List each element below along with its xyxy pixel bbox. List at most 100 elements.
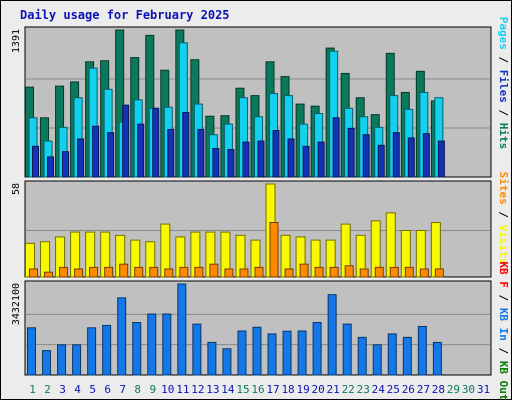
kb-in-bar	[42, 350, 52, 376]
sites-bar	[74, 268, 84, 278]
sites-bar	[344, 265, 354, 278]
sites-bar	[314, 266, 324, 278]
day-label: 15	[236, 383, 249, 396]
pages-bar	[362, 134, 370, 178]
day-label: 19	[296, 383, 309, 396]
sites-bar	[164, 268, 174, 278]
pages-bar	[242, 141, 250, 178]
day-label: 23	[357, 383, 370, 396]
sites-bar	[359, 268, 369, 278]
sites-bar	[269, 221, 279, 278]
legend-sep: /	[497, 50, 510, 70]
kb-in-bar	[222, 348, 232, 376]
legend-visits-sites: Sites / Visits	[497, 172, 510, 265]
pages-bar	[272, 130, 280, 178]
y-max-label: 3432100	[11, 283, 22, 325]
day-label: 7	[119, 383, 126, 396]
sites-bar	[224, 268, 234, 278]
day-label: 5	[89, 383, 96, 396]
day-label: 26	[402, 383, 415, 396]
pages-bar	[32, 145, 39, 178]
pages-bar	[377, 144, 385, 178]
legend-hits-files-pages: Pages / Files / Hits	[497, 17, 510, 150]
pages-bar	[227, 149, 235, 178]
kb-in-bar	[327, 294, 337, 376]
sites-bar	[434, 268, 444, 278]
kb-in-bar	[147, 313, 157, 376]
day-label: 8	[134, 383, 141, 396]
sites-bar	[119, 263, 129, 278]
pages-bar	[302, 145, 310, 178]
kb-in-bar	[387, 333, 397, 376]
kb-in-bar	[207, 341, 217, 376]
y-max-label: 58	[11, 183, 22, 195]
day-label: 28	[432, 383, 445, 396]
pages-bar	[287, 138, 295, 178]
day-label: 22	[342, 383, 355, 396]
sites-bar	[254, 266, 264, 278]
pages-bar	[197, 128, 205, 178]
day-label: 13	[206, 383, 219, 396]
sites-bar	[89, 266, 99, 278]
day-label: 25	[387, 383, 400, 396]
kb-in-bar	[117, 297, 127, 376]
sites-bar	[299, 263, 309, 278]
legend-kbytes: KB F / KB In / KB Out	[497, 261, 510, 400]
pages-bar	[62, 151, 70, 178]
day-label: 18	[281, 383, 294, 396]
day-label: 2	[44, 383, 51, 396]
day-label: 4	[74, 383, 81, 396]
day-label: 21	[327, 383, 340, 396]
day-label: 24	[372, 383, 386, 396]
day-label: 11	[176, 383, 189, 396]
pages-bar	[122, 104, 130, 178]
kb-in-bar	[132, 322, 142, 376]
sites-bar	[239, 268, 249, 278]
sites-bar	[134, 266, 144, 278]
pages-bar	[257, 140, 265, 178]
pages-bar	[392, 132, 400, 178]
day-label: 6	[104, 383, 111, 396]
sites-bar	[419, 268, 429, 278]
kb-in-bar	[27, 327, 36, 376]
pages-bar	[422, 133, 430, 178]
legend-kb-in: KB In	[497, 308, 510, 341]
kb-in-bar	[102, 324, 112, 376]
day-label: 14	[221, 383, 235, 396]
sites-bar	[329, 266, 339, 278]
legend-sep: /	[497, 341, 510, 361]
sites-bar	[194, 266, 204, 278]
kb-in-bar	[297, 330, 307, 376]
sites-bar	[374, 266, 384, 278]
legend-hits: Hits	[497, 123, 510, 150]
legend-sep: /	[497, 205, 510, 225]
legend-sep: /	[497, 288, 510, 308]
sites-bar	[29, 268, 38, 278]
pages-bar	[407, 137, 415, 178]
day-label: 20	[312, 383, 325, 396]
pages-bar	[332, 117, 340, 178]
day-label: 10	[161, 383, 174, 396]
kb-in-bar	[402, 336, 412, 376]
y-max-label: 1391	[11, 29, 22, 53]
pages-bar	[77, 138, 85, 178]
pages-bar	[347, 127, 355, 178]
kb-in-bar	[252, 326, 262, 376]
day-label: 1	[29, 383, 36, 396]
kb-in-bar	[372, 344, 382, 376]
kb-in-bar	[417, 325, 427, 376]
legend-sites: Sites	[497, 172, 510, 205]
day-label: 31	[477, 383, 490, 396]
kb-in-bar	[267, 333, 277, 376]
pages-bar	[317, 141, 325, 178]
day-label: 17	[266, 383, 279, 396]
legend-pages: Pages	[497, 17, 510, 50]
day-label: 27	[417, 383, 430, 396]
sites-bar	[209, 263, 219, 278]
kb-in-bar	[57, 344, 67, 376]
legend-kb-out: KB Out	[497, 361, 510, 400]
kb-in-bar	[72, 344, 82, 376]
pages-bar	[437, 140, 445, 178]
sites-bar	[149, 266, 159, 278]
